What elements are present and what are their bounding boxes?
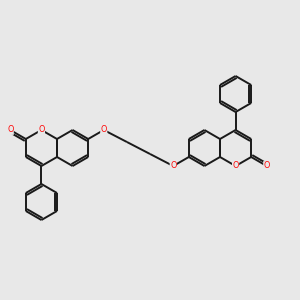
Text: O: O — [38, 125, 45, 134]
Text: O: O — [170, 161, 176, 170]
Text: O: O — [7, 125, 14, 134]
Text: O: O — [232, 161, 239, 170]
Text: O: O — [100, 125, 107, 134]
Text: O: O — [264, 161, 270, 170]
